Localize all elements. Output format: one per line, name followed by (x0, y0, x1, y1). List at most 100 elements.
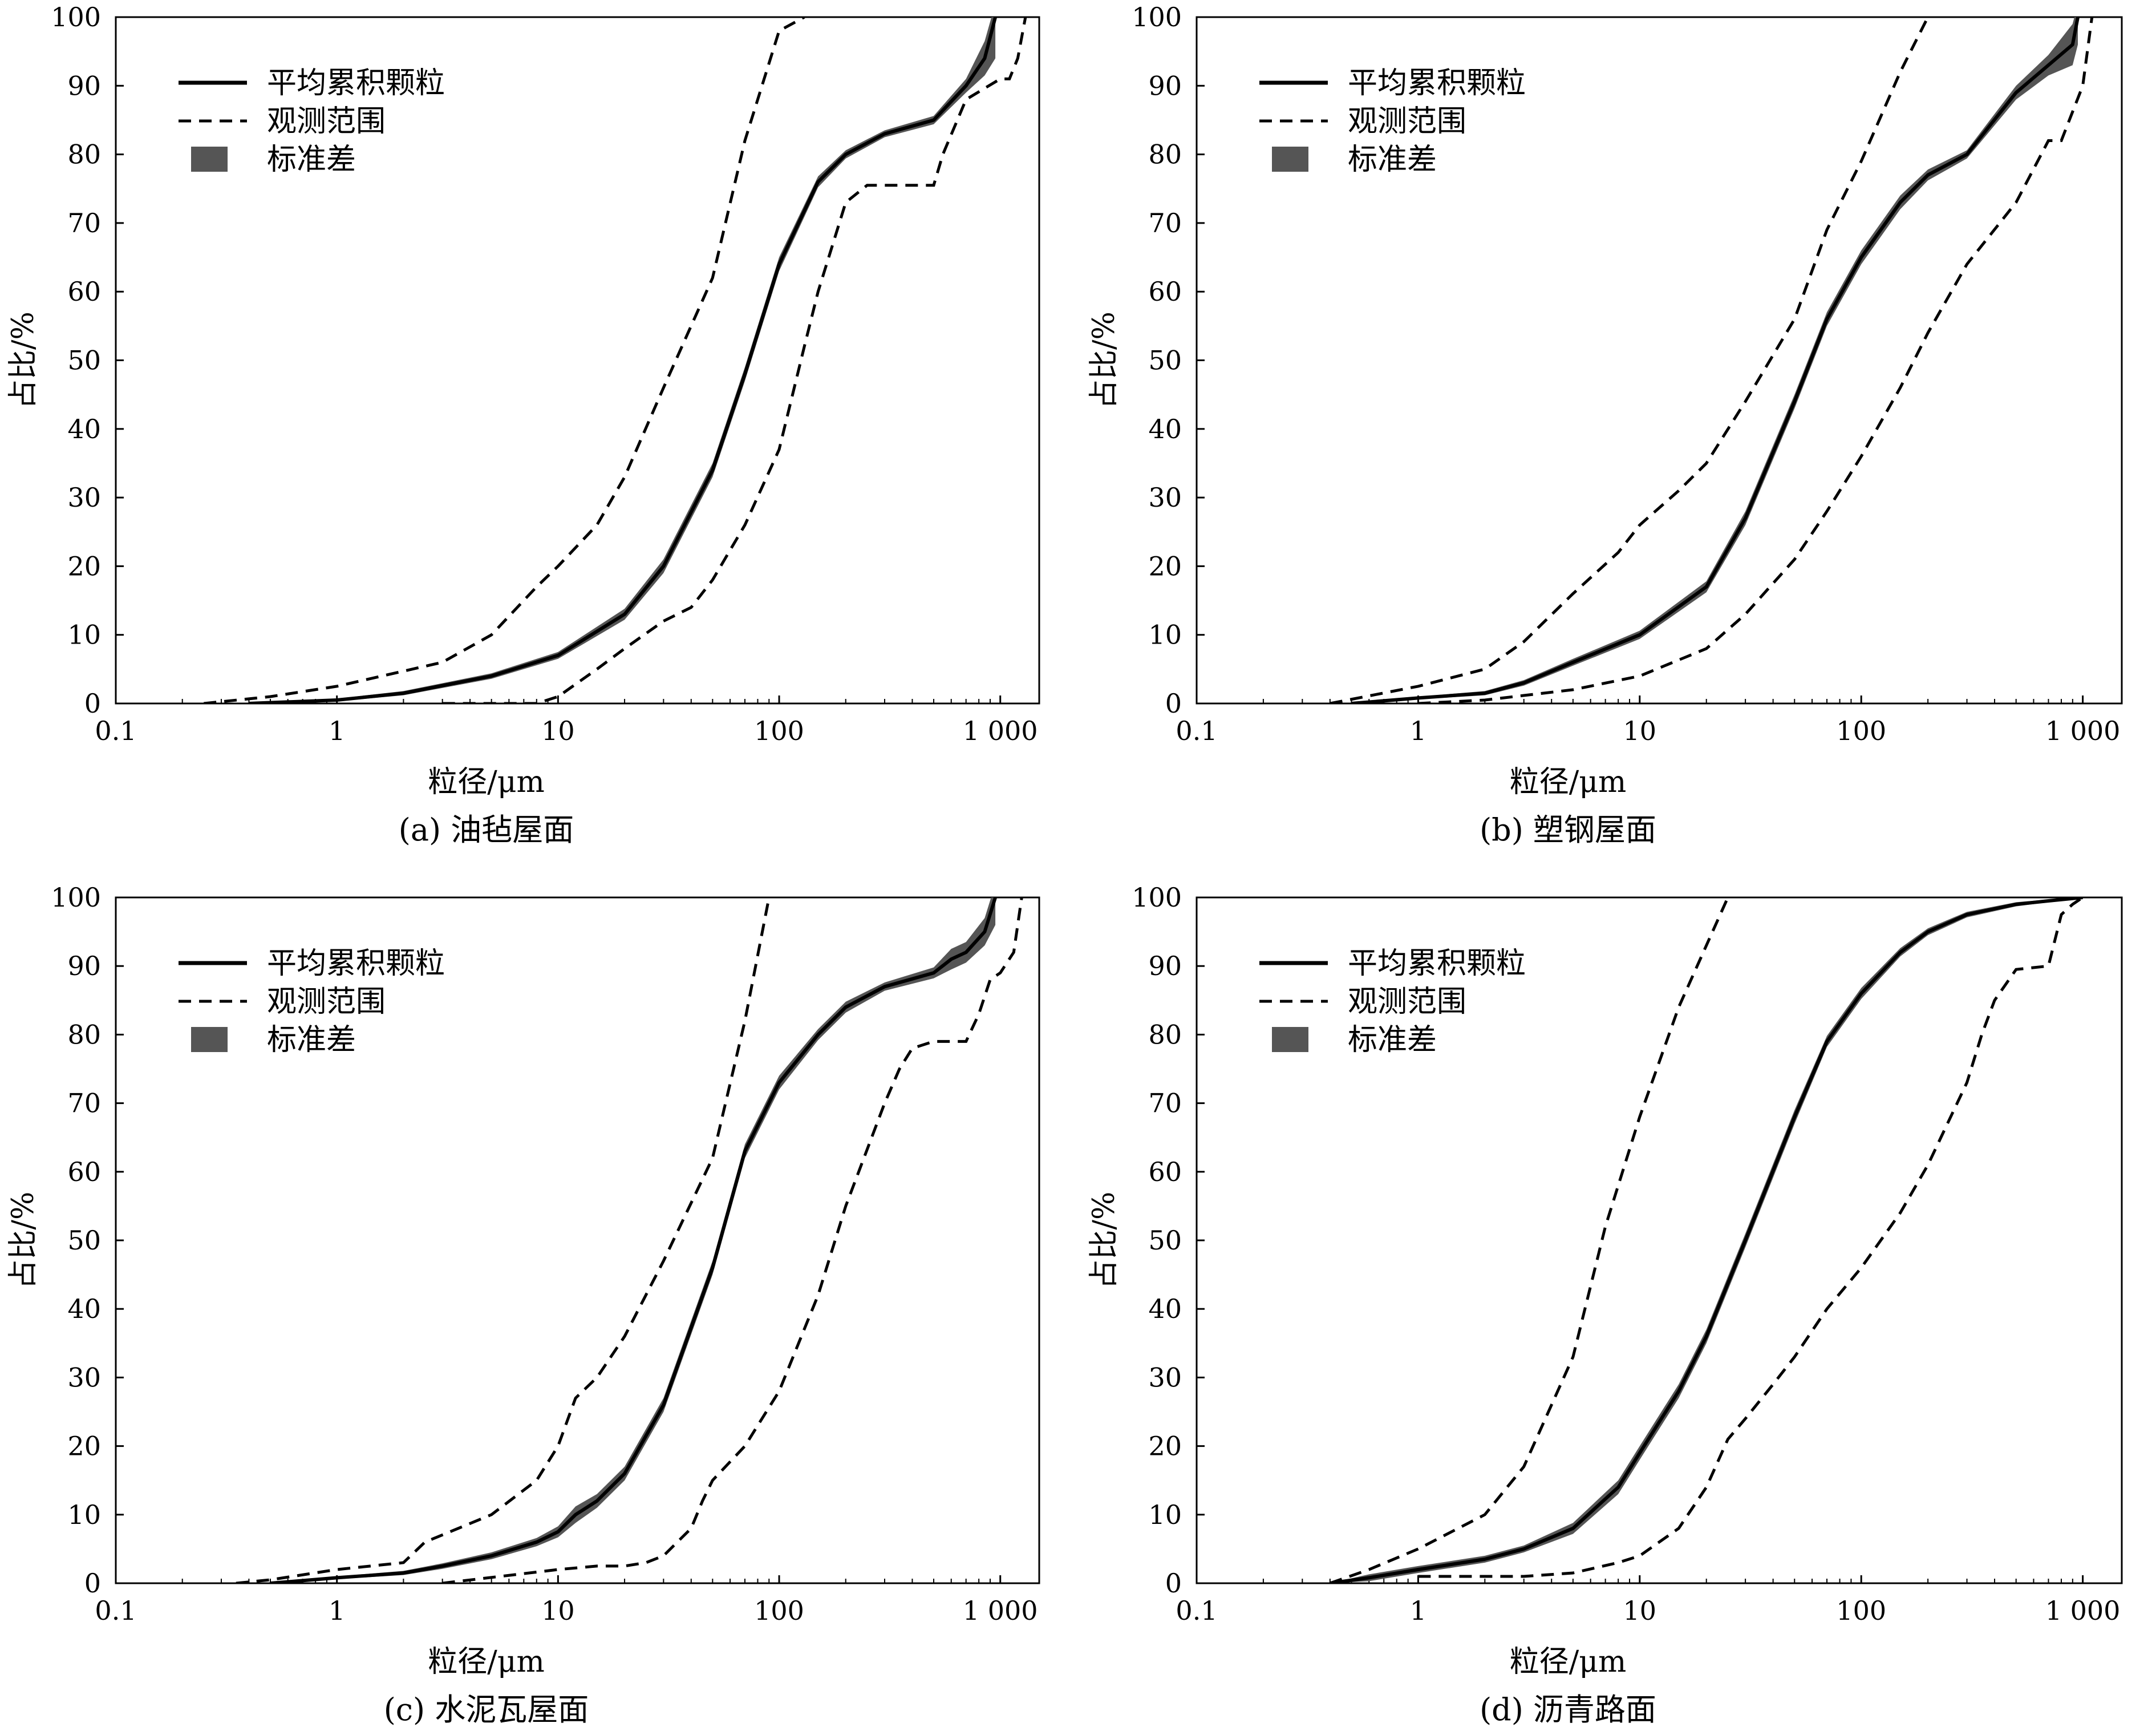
y-tick-label: 10 (67, 620, 101, 650)
legend-label: 标准差 (1348, 143, 1437, 177)
y-tick-label: 80 (67, 1019, 101, 1050)
chart-panel-b: 0.1 1 10 100 1 000 0 10 20 30 40 50 60 70 80 90 100 粒径/μ… (1087, 2, 2123, 848)
x-tick-label: 0.1 (1176, 1595, 1217, 1626)
y-tick-label: 30 (1148, 1362, 1182, 1393)
y-tick-label: 70 (1148, 1088, 1182, 1119)
legend-label: 平均累积颗粒 (267, 66, 445, 100)
y-tick-label: 100 (51, 882, 101, 913)
y-tick-label: 90 (1148, 951, 1182, 981)
legend-label: 标准差 (1348, 1023, 1437, 1057)
y-tick-label: 30 (1148, 482, 1182, 513)
x-tick-label: 1 000 (963, 1595, 1038, 1626)
data-layer (236, 897, 1023, 1583)
x-tick-label: 10 (541, 715, 575, 746)
y-tick-label: 90 (67, 951, 101, 981)
y-tick-label: 0 (1165, 1568, 1182, 1599)
y-tick-label: 0 (84, 688, 101, 719)
range-lower-line (1418, 17, 2094, 703)
x-tick-label: 0.1 (95, 715, 136, 746)
mean-curve-line (249, 17, 998, 703)
plot-frame (1195, 16, 2123, 705)
y-axis-title: 占比/% (6, 312, 40, 409)
plot-frame (1195, 896, 2123, 1584)
x-axis-title: 粒径/μm (1510, 765, 1627, 799)
data-layer (1330, 17, 2094, 703)
plot-frame (115, 896, 1040, 1584)
x-tick-label: 10 (1623, 715, 1657, 746)
y-tick-label: 10 (1148, 620, 1182, 650)
range-upper-line (236, 897, 771, 1583)
legend-std-swatch (1272, 147, 1308, 172)
legend-label: 观测范围 (267, 104, 386, 139)
legend-std-swatch (191, 1027, 228, 1052)
range-lower-line (442, 897, 1023, 1583)
x-tick-label: 0.1 (95, 1595, 136, 1626)
x-tick-label: 0.1 (1176, 715, 1217, 746)
data-layer (1329, 897, 2084, 1583)
y-tick-label: 20 (1148, 1431, 1182, 1462)
x-tick-label: 1 (329, 715, 345, 746)
legend-label: 平均累积颗粒 (1348, 66, 1526, 100)
mean-curve-line (1351, 17, 2080, 703)
range-lower-line (1418, 897, 2084, 1578)
data-layer (204, 17, 1027, 703)
y-tick-label: 60 (67, 276, 101, 307)
y-tick-label: 90 (67, 70, 101, 101)
range-upper-line (1329, 897, 1729, 1583)
y-tick-label: 20 (67, 551, 101, 581)
legend-label: 标准差 (267, 1023, 356, 1057)
y-tick-label: 60 (1148, 276, 1182, 307)
x-tick-label: 1 (1410, 1595, 1426, 1626)
y-tick-label: 70 (67, 1088, 101, 1119)
legend-label: 观测范围 (1348, 104, 1466, 139)
x-tick-label: 100 (754, 715, 804, 746)
x-axis-title: 粒径/μm (1510, 1645, 1627, 1679)
y-tick-label: 60 (1148, 1156, 1182, 1187)
x-tick-label: 1 (1410, 715, 1426, 746)
y-tick-label: 20 (67, 1431, 101, 1462)
y-tick-label: 50 (1148, 1225, 1182, 1256)
legend-label: 观测范围 (1348, 985, 1466, 1019)
y-tick-label: 50 (1148, 345, 1182, 376)
x-axis-title: 粒径/μm (428, 1645, 545, 1679)
legend-label: 标准差 (267, 143, 356, 177)
y-tick-label: 30 (67, 1362, 101, 1393)
y-tick-label: 0 (1165, 688, 1182, 719)
x-tick-label: 100 (1836, 1595, 1886, 1626)
y-tick-label: 50 (67, 1225, 101, 1256)
mean-curve-line (1330, 897, 2083, 1583)
y-tick-label: 50 (67, 345, 101, 376)
panel-caption: (c) 水泥瓦屋面 (384, 1692, 589, 1728)
y-tick-label: 60 (67, 1156, 101, 1187)
legend-label: 平均累积颗粒 (1348, 947, 1526, 981)
x-axis-title: 粒径/μm (428, 765, 545, 799)
y-tick-label: 80 (1148, 139, 1182, 170)
panel-caption: (a) 油毡屋面 (399, 812, 574, 848)
legend-label: 平均累积颗粒 (267, 947, 445, 981)
x-tick-label: 100 (1836, 715, 1886, 746)
panel-caption: (d) 沥青路面 (1480, 1692, 1656, 1728)
y-tick-label: 90 (1148, 70, 1182, 101)
range-upper-line (204, 17, 805, 703)
y-tick-label: 100 (51, 2, 101, 33)
y-tick-label: 100 (1132, 2, 1182, 33)
y-tick-label: 30 (67, 482, 101, 513)
y-axis-title: 占比/% (1087, 1192, 1121, 1289)
legend-std-swatch (1272, 1027, 1308, 1052)
x-tick-label: 1 000 (963, 715, 1038, 746)
y-tick-label: 70 (1148, 208, 1182, 238)
y-tick-label: 40 (1148, 414, 1182, 444)
y-tick-label: 40 (67, 414, 101, 444)
y-tick-label: 40 (67, 1293, 101, 1324)
chart-panel-a: 0.1 1 10 100 1 000 0 10 20 30 40 50 60 70 80 90 100 粒径/μ… (6, 2, 1040, 848)
y-tick-label: 100 (1132, 882, 1182, 913)
x-tick-label: 1 000 (2045, 715, 2121, 746)
y-tick-label: 70 (67, 208, 101, 238)
y-tick-label: 80 (1148, 1019, 1182, 1050)
x-tick-label: 1 000 (2045, 1595, 2121, 1626)
